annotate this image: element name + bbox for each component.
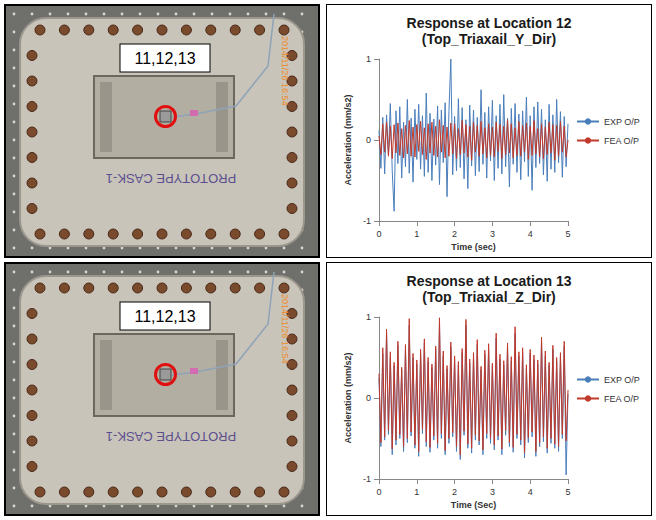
svg-text:Time (sec): Time (sec)	[451, 242, 495, 252]
svg-text:2: 2	[452, 229, 457, 239]
svg-text:(Top_Triaxail_Y_Dir): (Top_Triaxail_Y_Dir)	[422, 31, 556, 47]
svg-text:PROTOTYPE CASK-1: PROTOTYPE CASK-1	[106, 171, 237, 186]
svg-text:0: 0	[366, 135, 371, 145]
svg-text:11,12,13: 11,12,13	[134, 308, 195, 325]
svg-text:1: 1	[414, 229, 419, 239]
svg-text:FEA O/P: FEA O/P	[604, 136, 639, 146]
svg-text:11,12,13: 11,12,13	[134, 50, 195, 67]
svg-text:5: 5	[565, 229, 570, 239]
svg-text:Response at Location 12: Response at Location 12	[407, 15, 572, 31]
svg-text:2014/11/26 16:54: 2014/11/26 16:54	[280, 36, 290, 105]
svg-text:1: 1	[414, 487, 419, 497]
svg-text:Time (Sec): Time (Sec)	[451, 500, 496, 510]
svg-text:-1: -1	[363, 216, 371, 226]
svg-text:3: 3	[490, 229, 495, 239]
svg-text:Acceleration (mm/s2): Acceleration (mm/s2)	[343, 94, 353, 185]
svg-text:3: 3	[490, 487, 495, 497]
svg-text:0: 0	[376, 229, 381, 239]
svg-text:4: 4	[528, 229, 533, 239]
svg-text:FEA O/P: FEA O/P	[604, 394, 639, 404]
svg-text:EXP O/P: EXP O/P	[604, 375, 640, 385]
svg-text:-1: -1	[363, 474, 371, 484]
svg-text:2: 2	[452, 487, 457, 497]
svg-text:1: 1	[366, 312, 371, 322]
svg-text:Response at Location 13: Response at Location 13	[407, 273, 572, 289]
svg-text:Acceleration (mm/s2): Acceleration (mm/s2)	[343, 352, 353, 443]
svg-text:2014/11/26 16:54: 2014/11/26 16:54	[280, 294, 290, 363]
svg-text:(Top_Triaxial_Z_Dir): (Top_Triaxial_Z_Dir)	[422, 289, 556, 305]
svg-text:4: 4	[528, 487, 533, 497]
svg-text:0: 0	[366, 393, 371, 403]
svg-text:EXP O/P: EXP O/P	[604, 117, 640, 127]
svg-text:5: 5	[565, 487, 570, 497]
svg-text:1: 1	[366, 54, 371, 64]
svg-text:PROTOTYPE CASK-1: PROTOTYPE CASK-1	[106, 429, 237, 444]
svg-text:0: 0	[376, 487, 381, 497]
